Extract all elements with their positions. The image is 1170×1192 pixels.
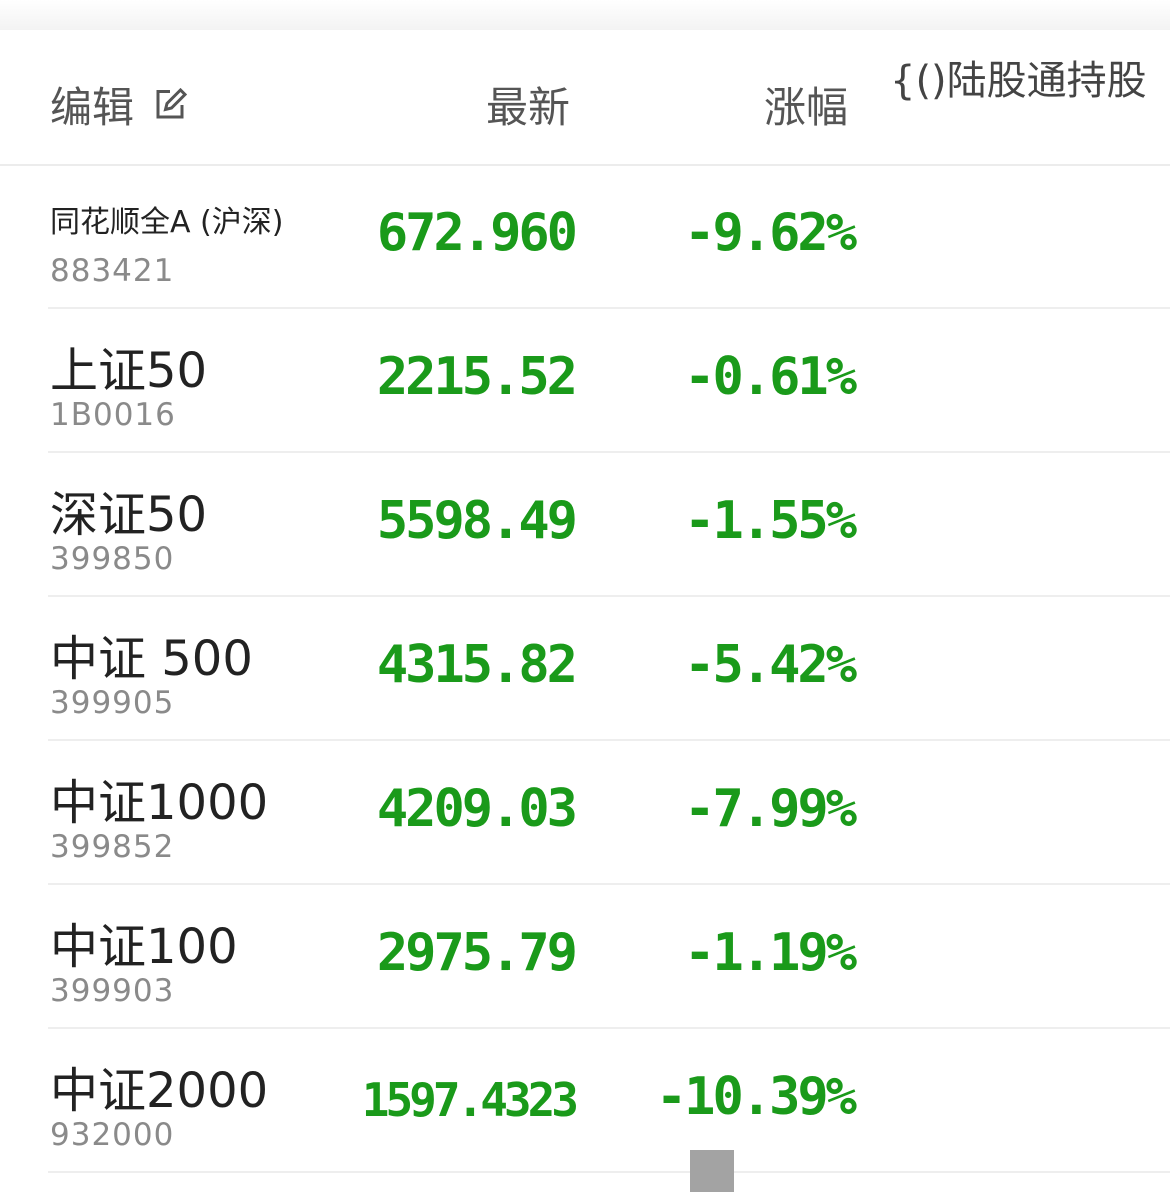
index-name: 深证50 [50,487,208,543]
edit-icon [156,87,188,118]
index-code: 1B0016 [50,397,176,433]
table-row[interactable]: 中证 500 399905 4315.82 -5.42% [48,597,1170,741]
latest-price: 2975.79 [376,923,578,983]
index-code: 399905 [50,685,175,721]
change-percent: -7.99% [684,779,857,839]
table-row[interactable]: 中证100 399903 2975.79 -1.19% [48,885,1170,1029]
table-row[interactable]: 深证50 399850 5598.49 -1.55% [48,453,1170,597]
change-percent: -0.61% [684,347,857,407]
change-percent: -5.42% [684,635,857,695]
index-name: 同花顺全A (沪深) [50,205,284,240]
change-percent: -9.62% [684,203,857,263]
table-row[interactable]: 同花顺全A (沪深) 883421 672.960 -9.62% [48,165,1170,309]
edit-button[interactable]: 编辑 [50,74,188,135]
edit-label: 编辑 [50,83,135,132]
latest-price: 672.960 [376,203,578,263]
latest-price: 4209.03 [376,779,578,839]
column-hk-connect-holding[interactable]: {()陆股通持股 [890,58,1147,104]
latest-price: 5598.49 [376,491,578,551]
change-percent: -1.55% [684,491,857,551]
index-name: 上证50 [50,343,208,399]
index-name: 中证 500 [50,631,253,687]
latest-price: 1597.4323 [361,1073,579,1127]
latest-price: 4315.82 [376,635,578,695]
table-row[interactable]: 中证1000 399852 4209.03 -7.99% [48,741,1170,885]
index-code: 399903 [50,973,175,1009]
latest-price: 2215.52 [376,347,578,407]
change-percent: -1.19% [684,923,857,983]
index-code: 932000 [50,1117,175,1153]
index-name: 中证100 [50,919,238,975]
list-header: 编辑 最新 涨幅 {()陆股通持股 [0,30,1170,166]
index-name: 中证2000 [50,1063,269,1119]
change-percent: -10.39% [655,1067,857,1127]
top-bar [0,0,1170,30]
column-change[interactable]: 涨幅 [763,83,848,132]
column-latest[interactable]: 最新 [485,83,570,132]
gray-block [690,1150,734,1192]
index-code: 399850 [50,541,175,577]
index-code: 399852 [50,829,175,865]
index-code: 883421 [50,253,175,289]
table-row[interactable]: 上证50 1B0016 2215.52 -0.61% [48,309,1170,453]
table-row[interactable]: 中证2000 932000 1597.4323 -10.39% [48,1029,1170,1173]
index-name: 中证1000 [50,775,269,831]
